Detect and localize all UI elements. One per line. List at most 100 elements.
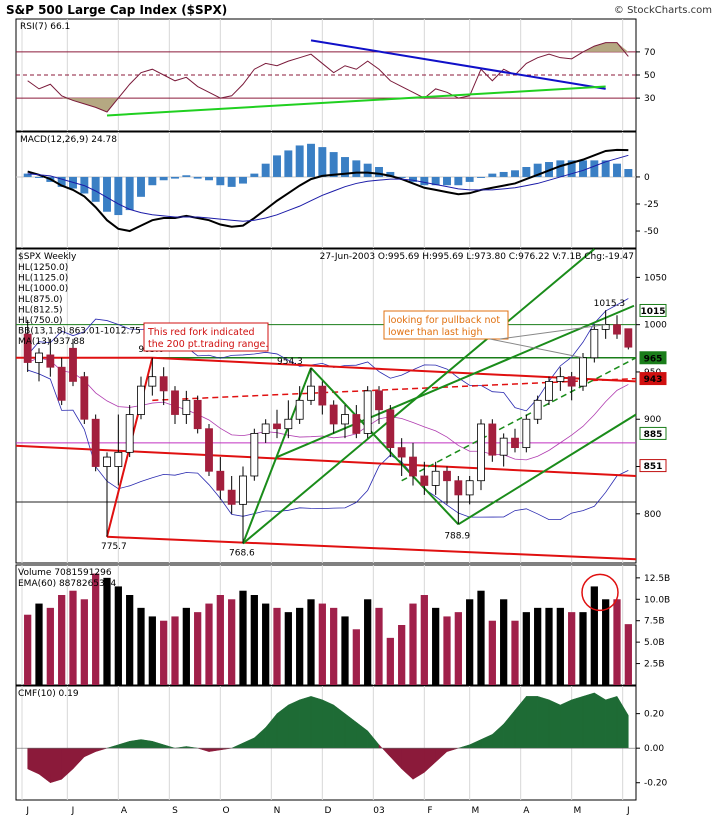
price-tick-label: 900 (644, 415, 661, 425)
x-tick-label: S (172, 806, 178, 816)
volume-bar (69, 590, 77, 685)
macd-histogram-bar (522, 166, 531, 177)
candle-down (171, 390, 179, 415)
candle-up (522, 418, 531, 449)
volume-bar (454, 612, 462, 685)
volume-bar (511, 620, 519, 685)
candle-down (205, 428, 213, 472)
macd-histogram-bar (386, 171, 395, 177)
volume-bar (160, 620, 168, 685)
price-tag-label: 1015 (640, 307, 665, 317)
macd-histogram-bar (171, 176, 179, 179)
cmf-area-segment (288, 699, 300, 749)
volume-bar (46, 607, 54, 685)
cmf-area-segment (129, 739, 142, 749)
candle-down (409, 456, 417, 477)
cmf-label: CMF(10) 0.19 (18, 689, 79, 699)
cmf-area-segment (140, 739, 153, 749)
volume-bar (216, 595, 224, 685)
volume-bar (534, 607, 542, 685)
volume-bar (522, 612, 530, 685)
candle-down (624, 328, 633, 348)
volume-bar (556, 607, 564, 685)
macd-histogram-bar (114, 176, 123, 216)
price-tag-label: 885 (644, 430, 663, 440)
macd-histogram-bar (91, 176, 100, 202)
x-tick-label: J (25, 806, 29, 816)
volume-bar (579, 612, 587, 685)
legend-entry: BB(13,1.8) 863.01-1012.75 (18, 327, 141, 337)
cmf-area-segment (299, 696, 312, 749)
volume-bar (126, 595, 134, 685)
red-fork-upper (152, 356, 637, 383)
candle-down (91, 418, 100, 467)
legend-entry: HL(1250.0) (18, 263, 68, 273)
price-tag-label: 943 (644, 375, 663, 385)
x-tick-label: M (471, 806, 479, 816)
volume-bar (148, 616, 156, 685)
candle-up (261, 423, 270, 434)
volume-bar (103, 577, 111, 685)
candle-up (556, 376, 565, 382)
volume-highlight-circle (581, 573, 619, 612)
macd-histogram-bar (499, 171, 508, 177)
volume-bar (296, 607, 304, 685)
ohlc-readout: 27-Jun-2003 O:995.69 H:995.69 L:973.80 C… (320, 252, 634, 262)
macd-histogram-bar (420, 176, 429, 186)
price-tag-label: 965 (644, 354, 663, 364)
volume-tick-label: 12.5B (644, 574, 670, 584)
candle-up (137, 385, 145, 415)
macd-histogram-bar (352, 160, 361, 177)
macd-histogram-bar (567, 160, 576, 177)
volume-tick-label: 7.5B (644, 617, 665, 627)
rsi-blue-trendline (310, 39, 606, 90)
volume-bar (443, 616, 451, 685)
volume-bar (477, 590, 485, 685)
pullback-note-line: looking for pullback not (388, 315, 500, 326)
candle-down (227, 489, 236, 505)
cmf-area-segment (571, 696, 584, 749)
x-tick-label: D (325, 806, 332, 816)
volume-bar (114, 586, 122, 685)
x-tick-label: A (121, 806, 128, 816)
macd-histogram-bar (239, 176, 247, 184)
candle-down (69, 347, 77, 382)
cmf-tick-label: 0.20 (644, 710, 664, 720)
macd-histogram-bar (250, 173, 259, 177)
green-fork-middle (276, 304, 635, 458)
macd-histogram-bar (284, 150, 293, 177)
price-tag (639, 426, 667, 440)
cmf-area-segment (322, 699, 334, 749)
x-tick-label: J (71, 806, 75, 816)
candle-down (216, 470, 225, 491)
legend-entry: MA(13) 937.88 (18, 337, 85, 347)
volume-bar (568, 612, 576, 685)
macd-histogram-bar (488, 173, 497, 177)
macd-histogram-bar (193, 176, 202, 179)
volume-bar (171, 616, 179, 685)
candle-up (431, 470, 440, 486)
candle-down (329, 404, 338, 425)
volume-bar (182, 607, 190, 685)
macd-histogram-bar (261, 163, 270, 177)
macd-histogram-bar (579, 160, 587, 177)
macd-histogram-bar (533, 163, 542, 177)
candle-up (363, 390, 372, 434)
candle-down (613, 324, 621, 335)
legend-entry: HL(812.5) (18, 305, 63, 315)
red-fork-note-box (143, 322, 269, 352)
rsi-tick-label: 70 (644, 48, 656, 58)
cmf-area-segment (310, 696, 323, 749)
candle-up (35, 352, 43, 363)
x-axis: J J A S O N D 03 F M A M J (25, 806, 629, 816)
price-tag-label: 851 (644, 462, 663, 472)
label-775: 775.7 (101, 542, 127, 552)
candle-up (590, 328, 599, 359)
x-tick-label: J (626, 806, 630, 816)
x-tick-label: M (573, 806, 581, 816)
green-fork-median (401, 357, 637, 482)
volume-bar (500, 599, 508, 685)
rsi-tick-label: 30 (644, 94, 656, 104)
cmf-area-segment (582, 692, 595, 749)
